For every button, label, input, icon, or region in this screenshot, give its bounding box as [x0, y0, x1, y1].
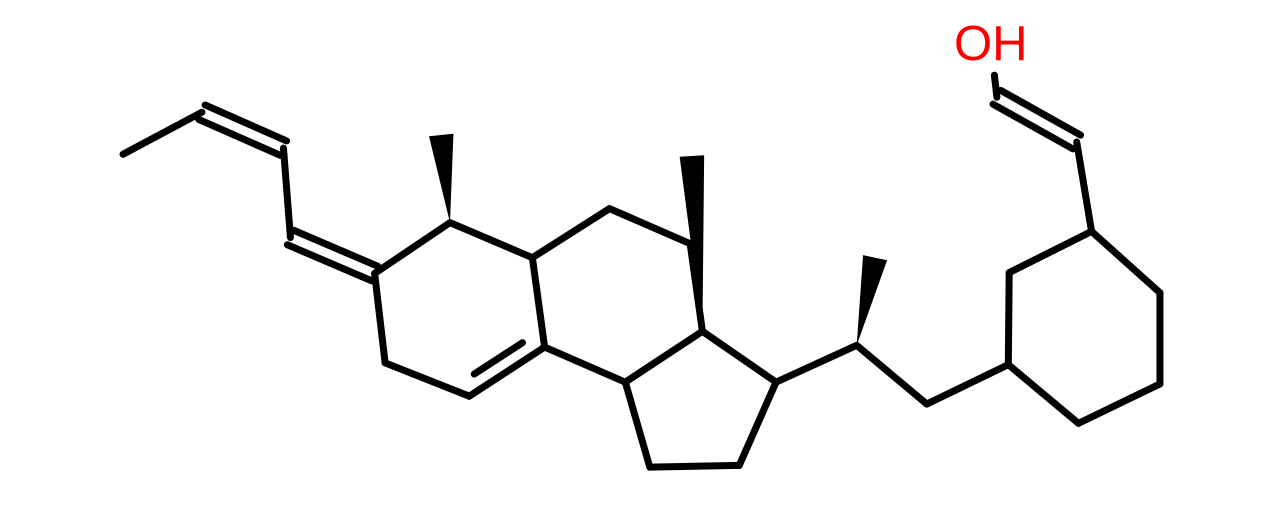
wedge-bond [857, 255, 887, 345]
atom-labels: OH [954, 17, 1028, 71]
hydroxyl-label: OH [954, 17, 1028, 71]
molecule-diagram: OH [0, 0, 1283, 511]
bonds [123, 75, 1160, 467]
wedge-bond [429, 134, 453, 223]
